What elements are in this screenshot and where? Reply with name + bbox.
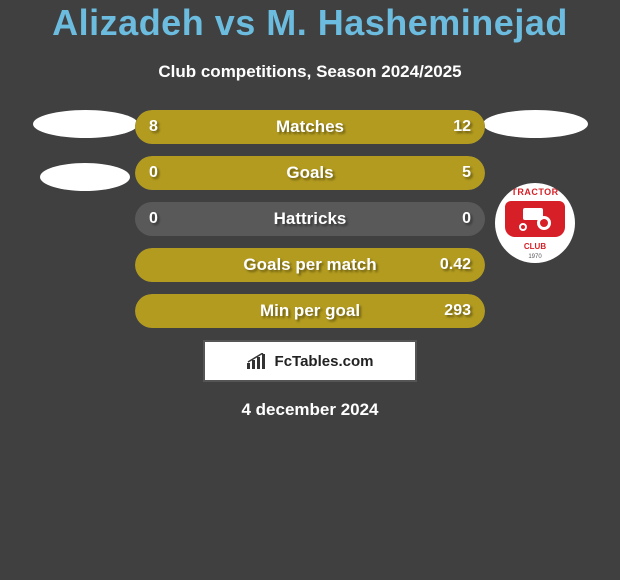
stat-value-right: 0.42	[440, 256, 471, 274]
tractor-icon	[519, 208, 551, 230]
stat-label: Min per goal	[260, 301, 360, 321]
stat-label: Matches	[276, 117, 344, 137]
brand-text: FcTables.com	[275, 353, 374, 370]
stat-value-left: 0	[149, 164, 158, 182]
brand-watermark: FcTables.com	[203, 340, 417, 382]
stat-bar: 8 12 Matches	[135, 110, 485, 144]
subtitle: Club competitions, Season 2024/2025	[158, 62, 461, 82]
stat-value-left: 0	[149, 210, 158, 228]
left-player-column	[45, 110, 125, 328]
page-title: Alizadeh vs M. Hasheminejad	[52, 2, 568, 44]
stat-value-right: 12	[453, 118, 471, 136]
badge-year: 1970	[528, 254, 541, 260]
brand-chart-icon	[247, 353, 269, 369]
right-player-avatar-placeholder	[483, 110, 588, 138]
right-player-column: TRACTOR CLUB 1970	[495, 110, 575, 328]
stat-value-right: 0	[462, 210, 471, 228]
stat-label: Hattricks	[274, 209, 347, 229]
left-player-club-placeholder	[40, 163, 130, 191]
stat-bar: 293 Min per goal	[135, 294, 485, 328]
stat-label: Goals per match	[243, 255, 376, 275]
stat-bar: 0 5 Goals	[135, 156, 485, 190]
badge-emblem	[505, 201, 565, 237]
stat-bar: 0 0 Hattricks	[135, 202, 485, 236]
stat-bar: 0.42 Goals per match	[135, 248, 485, 282]
stat-value-right: 5	[462, 164, 471, 182]
comparison-panel: 8 12 Matches 0 5 Goals 0 0 Hattricks 0.42 Goals pe…	[0, 110, 620, 328]
left-player-avatar-placeholder	[33, 110, 138, 138]
stat-value-left: 8	[149, 118, 158, 136]
badge-bottom-text: CLUB	[524, 242, 546, 251]
date-label: 4 december 2024	[241, 400, 378, 420]
stat-label: Goals	[286, 163, 333, 183]
stat-bars: 8 12 Matches 0 5 Goals 0 0 Hattricks 0.42 Goals pe…	[135, 110, 485, 328]
badge-top-text: TRACTOR	[511, 187, 558, 197]
right-player-club-badge: TRACTOR CLUB 1970	[495, 183, 575, 263]
stat-value-right: 293	[444, 302, 471, 320]
